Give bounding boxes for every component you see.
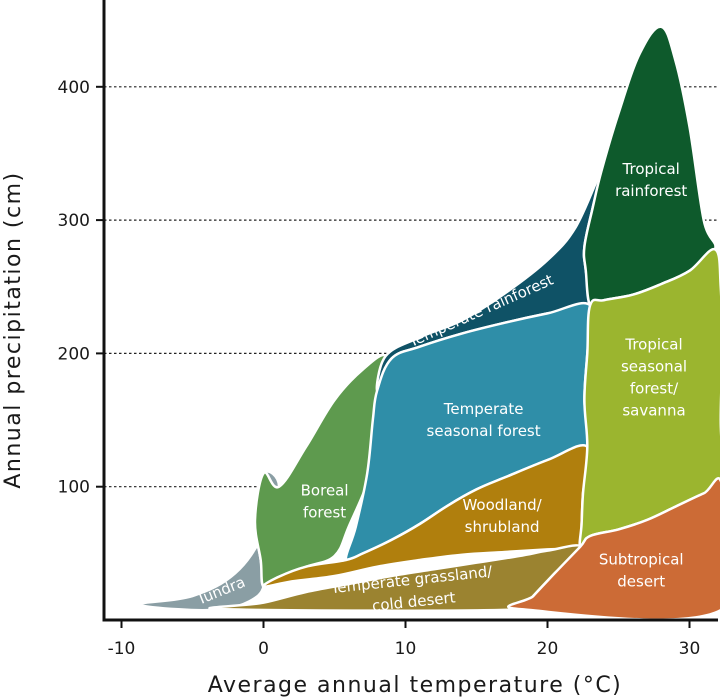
x-tick-label: 30 [679, 639, 701, 659]
biome-regions [138, 25, 720, 621]
label-line: Boreal [301, 481, 349, 499]
y-tick-label: 200 [58, 344, 90, 364]
label-line: Tropical [622, 160, 680, 178]
x-tick-label: 10 [395, 639, 417, 659]
y-tick-label: 300 [58, 211, 90, 231]
label-line: Temperate [443, 400, 524, 418]
label-line: shrubland [465, 518, 540, 536]
label-tropical-rainforest: Tropical rainforest [615, 160, 687, 200]
y-axis-title: Annual precipitation (cm) [1, 171, 26, 488]
label-line: Subtropical [599, 551, 684, 569]
label-line: desert [617, 573, 665, 591]
label-line: forest [303, 503, 346, 521]
x-axis-title: Average annual temperature (°C) [208, 673, 623, 698]
label-tropical-seasonal-forest: Tropical seasonal forest/savanna [621, 335, 687, 419]
label-subtropical-desert: Subtropical desert [599, 551, 684, 591]
x-tick-label: 20 [537, 639, 559, 659]
label-line: forest/ [630, 379, 679, 397]
y-tick-label: 100 [58, 478, 90, 498]
x-tick-label: -10 [108, 639, 136, 659]
axes: -10 0 10 20 30 100 200 300 400 [58, 0, 718, 659]
label-boreal-forest: Boreal forest [301, 481, 349, 521]
y-tick-label: 400 [58, 78, 90, 98]
label-line: savanna [622, 401, 685, 419]
label-temperate-seasonal-forest: Temperate seasonal forest [427, 400, 541, 440]
label-line: seasonal forest [427, 422, 541, 440]
label-woodland-shrubland: Woodland/shrubland [462, 496, 542, 536]
x-tick-label: 0 [258, 639, 269, 659]
label-line: seasonal [621, 357, 687, 375]
label-line: Tropical [624, 335, 682, 353]
region-subtropical-desert [507, 477, 720, 621]
label-line: rainforest [615, 182, 687, 200]
label-line: Woodland/ [462, 496, 542, 514]
